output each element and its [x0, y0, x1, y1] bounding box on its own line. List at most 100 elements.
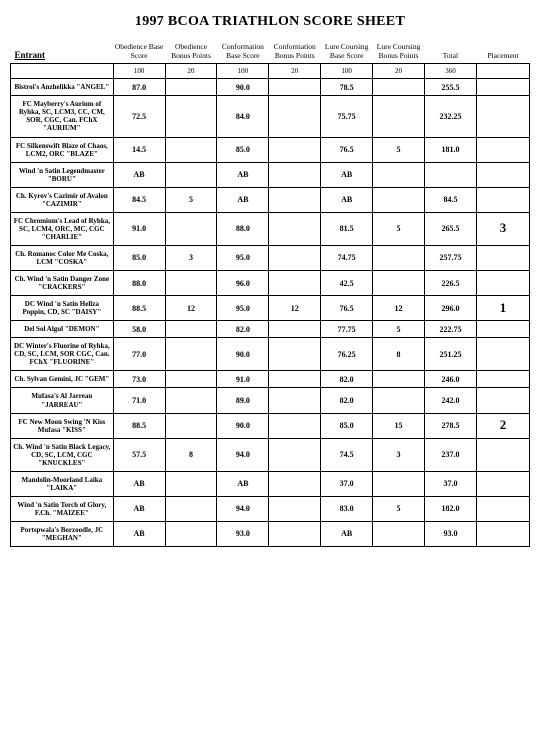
- cell-lc-bonus: [373, 96, 425, 137]
- page-title: 1997 BCOA TRIATHLON SCORE SHEET: [10, 14, 530, 30]
- max-ob-bonus: 20: [165, 64, 217, 79]
- cell-ob-bonus: [165, 371, 217, 388]
- cell-total: 257.75: [425, 245, 477, 270]
- cell-placement: 1: [476, 296, 529, 321]
- cell-conf-base: 96.0: [217, 271, 269, 296]
- cell-placement: [476, 521, 529, 546]
- cell-ob-bonus: 5: [165, 187, 217, 212]
- cell-total: 255.5: [425, 79, 477, 96]
- cell-ob-bonus: [165, 162, 217, 187]
- cell-lc-bonus: 5: [373, 321, 425, 338]
- table-row: Mandolin-Moorland Laika "LAIKA"ABAB37.03…: [11, 471, 530, 496]
- cell-total: 37.0: [425, 471, 477, 496]
- cell-lc-bonus: [373, 187, 425, 212]
- entrant-name: FC Mayberry's Aurium of Ryhka, SC, LCM3,…: [11, 96, 114, 137]
- entrant-name: Wind 'n Satin Legendmaster "BORU": [11, 162, 114, 187]
- table-row: FC Chromium's Lead of Ryhka, SC, LCM4, O…: [11, 212, 530, 245]
- cell-total: 265.5: [425, 212, 477, 245]
- cell-total: 296.0: [425, 296, 477, 321]
- cell-conf-bonus: [269, 212, 321, 245]
- cell-conf-base: 88.0: [217, 212, 269, 245]
- cell-conf-bonus: [269, 137, 321, 162]
- cell-lc-base: 81.5: [321, 212, 373, 245]
- cell-ob-base: 87.0: [113, 79, 165, 96]
- table-row: Ch. Wind 'n Satin Danger Zone "CRACKERS"…: [11, 271, 530, 296]
- cell-total: 226.5: [425, 271, 477, 296]
- entrant-name: Ch. Sylvan Gemini, JC "GEM": [11, 371, 114, 388]
- cell-total: 93.0: [425, 521, 477, 546]
- cell-total: 232.25: [425, 96, 477, 137]
- cell-lc-base: 74.75: [321, 245, 373, 270]
- cell-ob-bonus: [165, 212, 217, 245]
- cell-placement: 2: [476, 413, 529, 438]
- cell-lc-bonus: [373, 521, 425, 546]
- col-entrant: Entrant: [11, 40, 114, 64]
- entrant-name: Ch. Romanoc Color Me Coska, LCM "COSKA": [11, 245, 114, 270]
- cell-ob-base: 57.5: [113, 438, 165, 471]
- cell-lc-bonus: 15: [373, 413, 425, 438]
- cell-conf-bonus: [269, 496, 321, 521]
- cell-conf-bonus: 12: [269, 296, 321, 321]
- cell-conf-bonus: [269, 321, 321, 338]
- cell-placement: [476, 162, 529, 187]
- table-row: Wind 'n Satin Legendmaster "BORU"ABABAB: [11, 162, 530, 187]
- cell-ob-bonus: [165, 96, 217, 137]
- cell-lc-bonus: [373, 79, 425, 96]
- col-lc-bonus: Lure Coursing Bonus Points: [373, 40, 425, 64]
- col-ob-bonus: Obedience Bonus Points: [165, 40, 217, 64]
- cell-ob-bonus: 12: [165, 296, 217, 321]
- cell-conf-bonus: [269, 521, 321, 546]
- table-row: FC Mayberry's Aurium of Ryhka, SC, LCM3,…: [11, 96, 530, 137]
- entrant-name: Bistroi's Anzhelikka "ANGEL": [11, 79, 114, 96]
- cell-ob-base: AB: [113, 521, 165, 546]
- max-total: 360: [425, 64, 477, 79]
- col-lc-base: Lure Coursing Base Score: [321, 40, 373, 64]
- cell-lc-bonus: 5: [373, 137, 425, 162]
- cell-ob-bonus: [165, 413, 217, 438]
- entrant-name: Del Sol Algul "DEMON": [11, 321, 114, 338]
- cell-conf-bonus: [269, 79, 321, 96]
- entrant-name: Mandolin-Moorland Laika "LAIKA": [11, 471, 114, 496]
- entrant-name: Ch. Wind 'n Satin Black Legacy, CD, SC, …: [11, 438, 114, 471]
- cell-conf-base: 93.0: [217, 521, 269, 546]
- entrant-name: Ch. Wind 'n Satin Danger Zone "CRACKERS": [11, 271, 114, 296]
- cell-conf-base: AB: [217, 162, 269, 187]
- table-row: FC New Moon Swing 'N Kiss Mufasa "KISS"8…: [11, 413, 530, 438]
- col-conf-bonus: Conformation Bonus Points: [269, 40, 321, 64]
- cell-conf-bonus: [269, 271, 321, 296]
- cell-lc-base: 82.0: [321, 388, 373, 413]
- cell-placement: [476, 496, 529, 521]
- cell-ob-base: AB: [113, 496, 165, 521]
- cell-lc-bonus: [373, 162, 425, 187]
- cell-ob-base: 88.0: [113, 271, 165, 296]
- cell-conf-base: 95.0: [217, 245, 269, 270]
- cell-lc-base: 74.5: [321, 438, 373, 471]
- cell-total: 278.5: [425, 413, 477, 438]
- cell-conf-base: 90.0: [217, 79, 269, 96]
- table-row: Wind 'n Satin Torch of Glory, F.Ch. "MAI…: [11, 496, 530, 521]
- cell-total: [425, 162, 477, 187]
- cell-placement: 3: [476, 212, 529, 245]
- cell-conf-bonus: [269, 413, 321, 438]
- cell-ob-base: 77.0: [113, 338, 165, 371]
- cell-placement: [476, 137, 529, 162]
- entrant-name: Mufasa's Al Jarreau "JARREAU": [11, 388, 114, 413]
- cell-lc-bonus: 3: [373, 438, 425, 471]
- col-ob-base: Obedience Base Score: [113, 40, 165, 64]
- cell-lc-base: 37.0: [321, 471, 373, 496]
- table-body: 100 20 100 20 100 20 360 Bistroi's Anzhe…: [11, 64, 530, 547]
- cell-ob-bonus: [165, 388, 217, 413]
- table-row: Mufasa's Al Jarreau "JARREAU"71.089.082.…: [11, 388, 530, 413]
- cell-ob-bonus: [165, 137, 217, 162]
- table-row: DC Winter's Fluorine of Ryhka, CD, SC, L…: [11, 338, 530, 371]
- cell-total: 251.25: [425, 338, 477, 371]
- cell-lc-base: AB: [321, 521, 373, 546]
- cell-lc-base: 85.0: [321, 413, 373, 438]
- cell-placement: [476, 388, 529, 413]
- cell-placement: [476, 438, 529, 471]
- table-row: Ch. Wind 'n Satin Black Legacy, CD, SC, …: [11, 438, 530, 471]
- cell-total: 181.0: [425, 137, 477, 162]
- cell-ob-bonus: [165, 521, 217, 546]
- cell-lc-base: 76.5: [321, 137, 373, 162]
- cell-placement: [476, 471, 529, 496]
